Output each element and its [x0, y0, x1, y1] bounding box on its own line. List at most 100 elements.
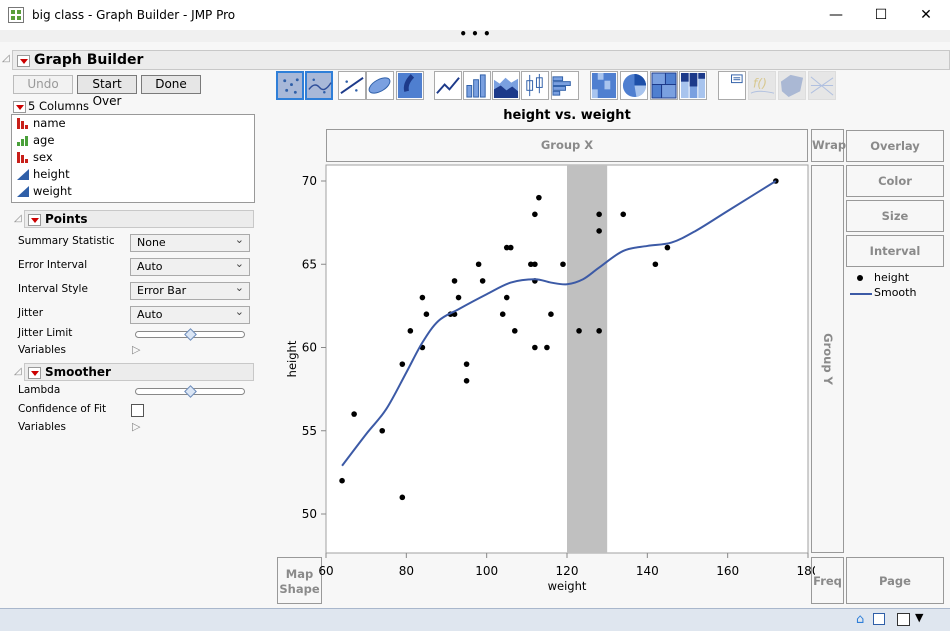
page-zone[interactable]: Page [846, 557, 944, 604]
caption-box-element-button[interactable] [718, 71, 746, 100]
size-zone[interactable]: Size [846, 200, 944, 232]
close-button[interactable]: ✕ [920, 7, 932, 23]
data-point[interactable] [652, 261, 659, 268]
data-point[interactable] [455, 294, 462, 301]
more-menu-handle[interactable]: • • • [0, 28, 950, 42]
legend[interactable]: height Smooth [850, 271, 916, 301]
map-shape-zone[interactable]: Map Shape [277, 557, 322, 604]
ellipse-element-button[interactable] [366, 71, 394, 100]
columns-menu-icon[interactable] [13, 101, 26, 113]
overlay-zone[interactable]: Overlay [846, 130, 944, 162]
data-point[interactable] [407, 328, 414, 334]
column-item-name[interactable]: name [12, 115, 254, 132]
data-point[interactable] [351, 411, 357, 417]
column-item-height[interactable]: height [12, 166, 254, 183]
data-point[interactable] [379, 427, 386, 434]
collapse-points-icon[interactable]: ◿ [14, 213, 22, 224]
formula-element-button[interactable]: f() [748, 71, 776, 100]
data-point[interactable] [503, 294, 510, 301]
data-point[interactable] [532, 344, 538, 351]
start-over-button[interactable]: Start Over [77, 75, 137, 108]
points-variables-expand-icon[interactable]: ▷ [132, 343, 141, 356]
freq-zone[interactable]: Freq [811, 557, 844, 604]
data-point[interactable] [536, 194, 542, 201]
done-button[interactable]: Done [141, 75, 201, 94]
maximize-button[interactable]: ☐ [874, 7, 888, 23]
data-point[interactable] [503, 244, 510, 251]
data-point[interactable] [419, 294, 426, 301]
data-point[interactable] [339, 477, 345, 484]
data-point[interactable] [528, 261, 534, 268]
data-point[interactable] [544, 344, 550, 351]
data-point[interactable] [532, 211, 538, 218]
map-shapes-element-button[interactable] [778, 71, 806, 100]
data-point[interactable] [511, 328, 518, 334]
minimize-button[interactable]: — [829, 7, 843, 23]
data-table-icon[interactable] [873, 613, 885, 625]
error-interval-select[interactable]: Auto [130, 256, 250, 276]
data-point[interactable] [548, 311, 554, 317]
data-point[interactable] [560, 261, 566, 268]
data-point[interactable] [664, 244, 671, 251]
data-point[interactable] [596, 211, 602, 218]
smoother-menu-icon[interactable] [28, 367, 41, 379]
group-x-zone[interactable]: Group X [326, 129, 808, 162]
collapse-graph-builder-icon[interactable]: ◿ [2, 53, 10, 64]
area-element-button[interactable] [492, 71, 520, 100]
bar-element-button[interactable] [463, 71, 491, 100]
window-select-icon[interactable] [897, 613, 910, 626]
heatmap-element-button[interactable] [590, 71, 618, 100]
parallel-element-button[interactable] [808, 71, 836, 100]
data-point[interactable] [423, 311, 430, 317]
data-point[interactable] [596, 328, 602, 334]
points-menu-icon[interactable] [28, 214, 41, 226]
column-name: height [33, 167, 70, 181]
group-y-zone[interactable]: Group Y [811, 165, 844, 553]
histogram-element-button[interactable] [551, 71, 579, 100]
treemap-element-button[interactable] [650, 71, 678, 100]
line-of-fit-element-button[interactable] [338, 71, 366, 100]
data-point[interactable] [463, 378, 470, 384]
data-point[interactable] [451, 278, 458, 284]
mosaic-element-button[interactable] [679, 71, 707, 100]
box-plot-element-button[interactable] [521, 71, 549, 100]
data-point[interactable] [399, 494, 406, 501]
wrap-zone[interactable]: Wrap [811, 129, 846, 162]
line-element-button[interactable] [434, 71, 462, 100]
column-item-sex[interactable]: sex [12, 149, 254, 166]
data-point[interactable] [399, 361, 406, 367]
column-list[interactable]: name age sex height weight [11, 114, 255, 203]
data-point[interactable] [479, 278, 486, 284]
y-tick-label: 60 [302, 341, 317, 355]
data-point[interactable] [499, 311, 506, 317]
smooth-line[interactable] [341, 180, 777, 467]
smoother-variables-expand-icon[interactable]: ▷ [132, 420, 141, 433]
dropdown-arrow-icon[interactable]: ▼ [915, 611, 924, 624]
data-point[interactable] [507, 244, 514, 251]
nominal-column-icon [17, 118, 28, 129]
smoother-element-button[interactable] [305, 71, 333, 100]
data-point[interactable] [475, 261, 482, 268]
color-zone[interactable]: Color [846, 165, 944, 197]
jitter-select[interactable]: Auto [130, 304, 250, 324]
points-element-button[interactable] [276, 71, 304, 100]
interval-style-select[interactable]: Error Bar [130, 280, 250, 300]
pie-element-button[interactable] [620, 71, 648, 100]
data-point[interactable] [463, 361, 470, 367]
summary-statistic-select[interactable]: None [130, 232, 250, 252]
x-tick-label: 180 [797, 564, 815, 578]
column-item-weight[interactable]: weight [12, 183, 254, 200]
data-point[interactable] [596, 228, 602, 234]
column-item-age[interactable]: age [12, 132, 254, 149]
home-icon[interactable]: ⌂ [856, 612, 865, 627]
data-point[interactable] [532, 261, 538, 268]
undo-button[interactable]: Undo [13, 75, 73, 94]
confidence-of-fit-checkbox[interactable] [131, 404, 144, 417]
graph-builder-menu-icon[interactable] [17, 55, 30, 67]
collapse-smoother-icon[interactable]: ◿ [14, 366, 22, 377]
data-point[interactable] [620, 211, 627, 218]
data-point[interactable] [576, 328, 582, 334]
contour-element-button[interactable] [396, 71, 424, 100]
interval-zone[interactable]: Interval [846, 235, 944, 267]
scatter-chart[interactable]: 60 80 100 120 140 160 180 50 55 60 65 70 weight heigh… [270, 160, 815, 605]
